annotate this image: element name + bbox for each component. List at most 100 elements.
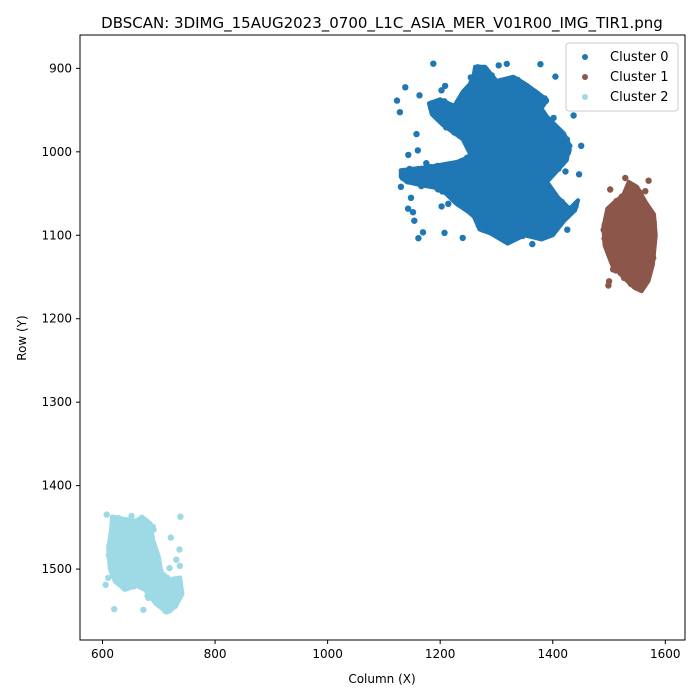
data-point (512, 176, 520, 184)
data-point (485, 208, 492, 216)
data-point (125, 562, 132, 570)
data-point (511, 90, 518, 98)
data-point (467, 137, 474, 145)
data-point (174, 583, 182, 590)
y-axis-ticks: 900 1000 1100 1200 1300 1400 1500 (41, 61, 80, 576)
data-point (488, 129, 495, 136)
data-point (616, 228, 623, 236)
data-point (450, 169, 457, 176)
legend-marker-cluster-1 (582, 74, 588, 80)
data-point (114, 576, 121, 583)
data-point (473, 115, 481, 122)
data-point (505, 191, 512, 199)
data-point (540, 218, 547, 225)
data-point (530, 152, 537, 159)
data-point (120, 562, 128, 570)
data-point (537, 101, 544, 108)
data-point (531, 142, 539, 149)
data-point (177, 513, 184, 520)
data-point (471, 185, 478, 192)
data-point (176, 562, 183, 570)
data-point (503, 60, 510, 68)
data-point (465, 101, 473, 109)
data-point (629, 239, 637, 246)
data-point (626, 226, 634, 234)
data-point (411, 217, 418, 224)
data-point (488, 82, 495, 89)
data-point (111, 605, 118, 613)
data-point (561, 147, 568, 154)
data-point (168, 604, 176, 611)
data-point (484, 140, 491, 148)
data-point (622, 174, 629, 182)
data-point (110, 517, 118, 525)
data-point (628, 184, 635, 191)
data-point (539, 132, 546, 140)
data-point (491, 149, 498, 156)
data-point (520, 206, 527, 213)
data-point (552, 148, 559, 156)
data-point (495, 62, 502, 69)
data-point (572, 203, 579, 210)
data-point (407, 194, 415, 201)
data-point (632, 271, 640, 278)
data-point (528, 94, 535, 101)
data-point (153, 586, 160, 593)
data-point (650, 233, 657, 240)
data-point (520, 124, 528, 131)
data-point (487, 106, 495, 113)
data-point (459, 234, 466, 242)
data-point (610, 244, 617, 252)
data-point (636, 206, 643, 213)
data-point (498, 139, 506, 146)
data-point (473, 135, 480, 142)
data-point (484, 149, 492, 156)
data-point (464, 168, 472, 175)
data-point (529, 199, 536, 206)
data-point (112, 530, 119, 537)
data-point (518, 186, 526, 194)
data-point (402, 84, 409, 91)
data-point (480, 220, 488, 227)
data-point (543, 201, 551, 208)
data-point (631, 193, 639, 200)
data-point (643, 210, 650, 218)
x-tick-label: 1000 (312, 647, 343, 661)
data-point (477, 125, 485, 132)
data-point (487, 116, 494, 123)
data-point (504, 125, 512, 133)
data-point (562, 168, 569, 175)
data-point (525, 161, 533, 168)
data-point (434, 115, 441, 122)
x-axis-label: Column (X) (348, 672, 415, 686)
data-point (552, 165, 559, 172)
data-point (615, 241, 622, 248)
data-point (512, 104, 519, 111)
data-point (415, 235, 422, 242)
data-point (418, 171, 425, 179)
data-point (483, 156, 490, 163)
data-point (633, 250, 640, 257)
data-point (554, 138, 562, 146)
data-point (641, 264, 648, 271)
data-point (546, 190, 553, 198)
data-point (397, 183, 405, 190)
data-point (613, 198, 620, 205)
data-point (628, 263, 636, 271)
data-point (485, 123, 492, 130)
data-point (119, 528, 127, 536)
data-point (522, 215, 529, 222)
data-point (514, 210, 521, 218)
data-point (441, 82, 449, 90)
data-point (497, 146, 504, 153)
data-point (102, 581, 109, 588)
data-point (150, 579, 158, 586)
data-point (513, 149, 520, 156)
data-point (428, 100, 435, 107)
data-point (607, 186, 614, 193)
x-tick-label: 1200 (425, 647, 456, 661)
data-point (615, 262, 623, 269)
data-point (138, 546, 146, 553)
data-point (497, 172, 504, 179)
